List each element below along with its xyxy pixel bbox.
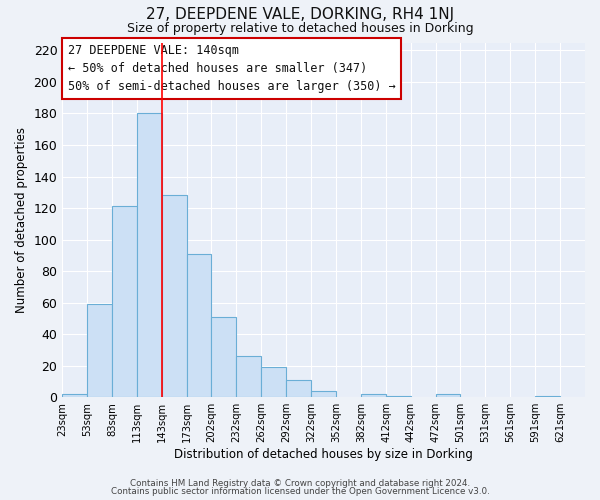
Bar (386, 396, 411, 397)
Bar (261, 368, 286, 397)
Text: Size of property relative to detached houses in Dorking: Size of property relative to detached ho… (127, 22, 473, 35)
X-axis label: Distribution of detached houses by size in Dorking: Distribution of detached houses by size … (174, 448, 473, 461)
Text: 27 DEEPDENE VALE: 140sqm
← 50% of detached houses are smaller (347)
50% of semi-: 27 DEEPDENE VALE: 140sqm ← 50% of detach… (68, 44, 395, 94)
Bar (162, 196, 187, 397)
Bar (286, 380, 311, 397)
Bar (211, 317, 236, 397)
Bar (137, 114, 162, 397)
Text: Contains public sector information licensed under the Open Government Licence v3: Contains public sector information licen… (110, 487, 490, 496)
Bar (112, 206, 137, 397)
Bar (436, 394, 460, 397)
Bar (535, 396, 560, 397)
Bar (311, 391, 336, 397)
Bar (361, 394, 386, 397)
Y-axis label: Number of detached properties: Number of detached properties (15, 127, 28, 313)
Bar (236, 356, 261, 397)
Text: 27, DEEPDENE VALE, DORKING, RH4 1NJ: 27, DEEPDENE VALE, DORKING, RH4 1NJ (146, 8, 454, 22)
Bar (62, 394, 87, 397)
Bar (87, 304, 112, 397)
Text: Contains HM Land Registry data © Crown copyright and database right 2024.: Contains HM Land Registry data © Crown c… (130, 478, 470, 488)
Bar (187, 254, 211, 397)
